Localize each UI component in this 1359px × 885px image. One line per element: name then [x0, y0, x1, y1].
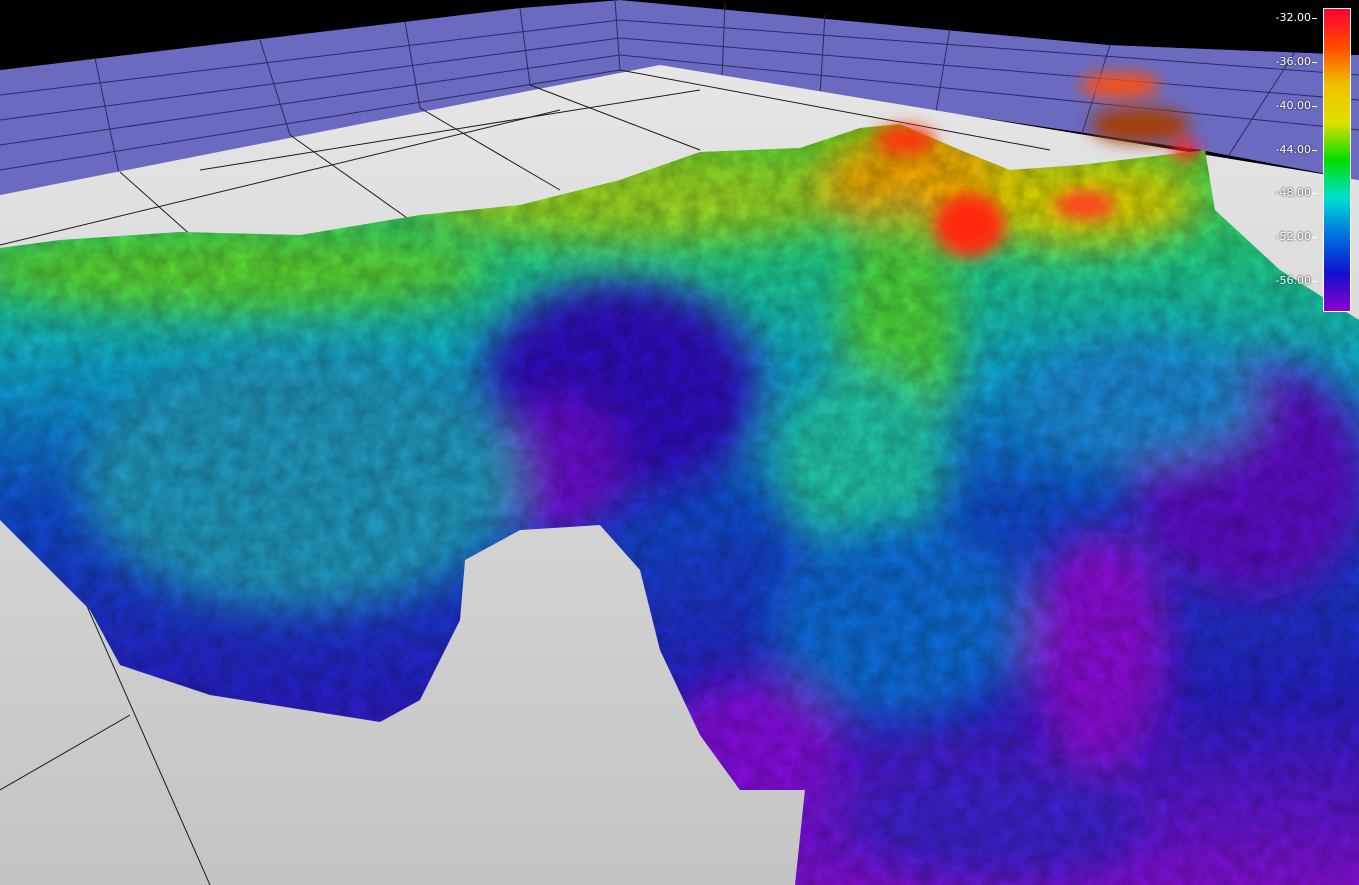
legend-tick-label: -32.00 — [1275, 10, 1311, 24]
legend-tick-label: -56.00 — [1275, 274, 1311, 288]
legend-tick-mark — [1312, 17, 1317, 19]
legend-tick-label: -48.00 — [1275, 186, 1311, 200]
back-wall — [0, 0, 1359, 195]
shoal-peaks — [875, 73, 1199, 257]
legend-tick-mark — [1312, 61, 1317, 63]
colorbar — [1323, 8, 1351, 312]
depth-color-legend: -32.00 -36.00 -40.00 -44.00 -48.00 -52.0… — [1249, 0, 1359, 320]
wall-grid — [0, 0, 1359, 201]
floor-grid — [0, 69, 1051, 885]
legend-tick-label: -40.00 — [1275, 98, 1311, 112]
legend-tick-mark — [1312, 237, 1317, 239]
back-wall-top — [0, 0, 1359, 70]
legend-tick-label: -36.00 — [1275, 54, 1311, 68]
legend-tick-mark — [1312, 193, 1317, 195]
legend-tick-label: -44.00 — [1275, 142, 1311, 156]
legend-tick-mark — [1312, 105, 1317, 107]
legend-tick-label: -52.00 — [1275, 230, 1311, 244]
legend-tick-mark — [1312, 149, 1317, 151]
legend-tick-mark — [1312, 281, 1317, 283]
